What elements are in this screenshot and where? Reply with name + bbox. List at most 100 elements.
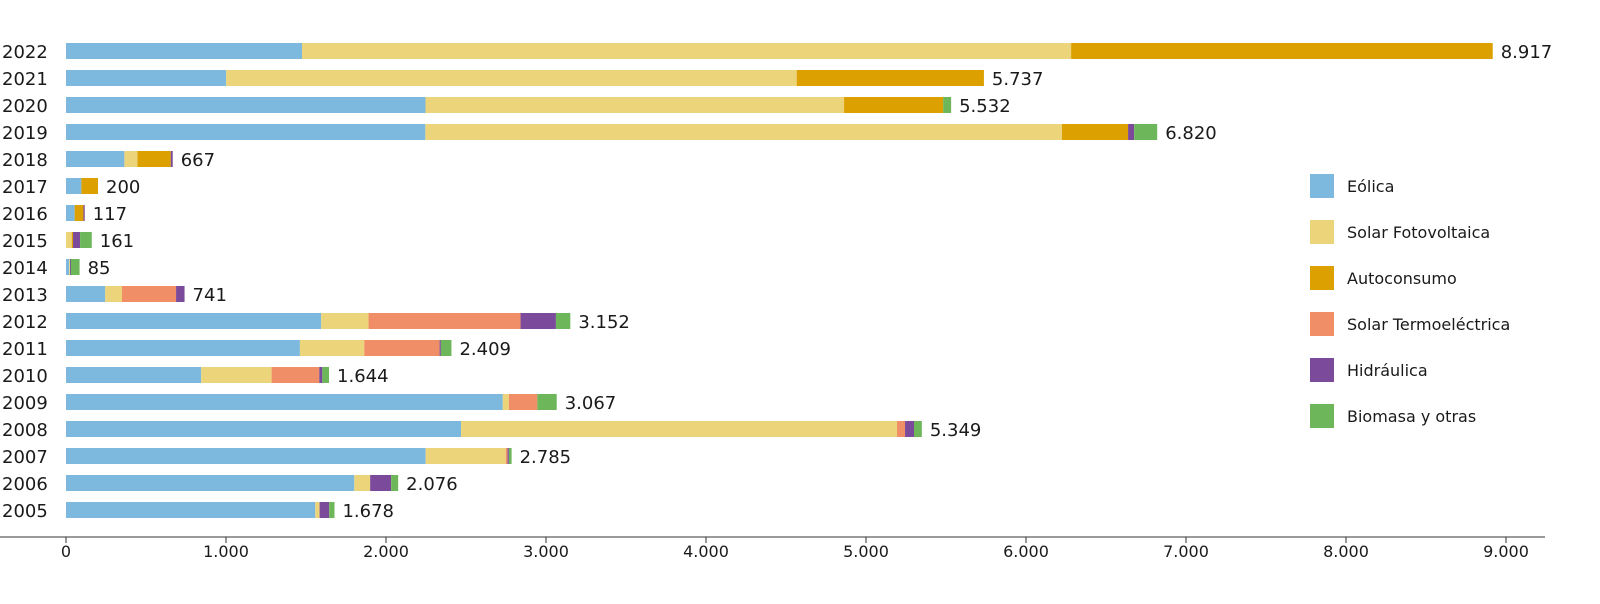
year-label: 2015 [2, 231, 48, 252]
bar-segment-eólica [66, 448, 426, 464]
year-label: 2013 [2, 285, 48, 306]
bar-segment-hidráulica [507, 448, 509, 464]
x-tick-label: 0 [61, 542, 71, 561]
total-label: 5.532 [959, 96, 1011, 117]
bars-group: 2022 8.917 2021 5.737 2020 5.532 2019 6.820 2018… [2, 42, 1552, 522]
bar-segment-solar-fotovoltaica [354, 475, 371, 491]
total-label: 2.785 [520, 447, 572, 468]
bar-segment-biomasa-y-otras [1134, 124, 1158, 140]
total-label: 85 [88, 258, 111, 279]
bar-segment-solar-termoeléctrica [364, 340, 440, 356]
bar-segment-eólica [66, 43, 302, 59]
legend-label: Eólica [1347, 177, 1394, 196]
bar-segment-eólica [66, 502, 316, 518]
year-label: 2014 [2, 258, 48, 279]
bar-segment-biomasa-y-otras [391, 475, 399, 491]
year-label: 2021 [2, 69, 48, 90]
total-label: 6.820 [1165, 123, 1217, 144]
year-label: 2022 [2, 42, 48, 63]
year-label: 2008 [2, 420, 48, 441]
legend-label: Solar Fotovoltaica [1347, 223, 1490, 242]
legend-label: Solar Termoeléctrica [1347, 315, 1510, 334]
bar-segment-eólica [66, 70, 227, 86]
bar-segment-eólica [66, 97, 426, 113]
bar-segment-eólica [66, 475, 355, 491]
x-tick-label: 2.000 [363, 542, 409, 561]
total-label: 117 [93, 204, 127, 225]
bar-segment-solar-fotovoltaica [105, 286, 122, 302]
bar-segment-hidráulica [319, 502, 330, 518]
bar-segment-solar-termoeléctrica [122, 286, 177, 302]
bar-segment-hidráulica [70, 259, 71, 275]
legend-label: Biomasa y otras [1347, 407, 1476, 426]
bar-segment-eólica [66, 394, 503, 410]
bar-segment-hidráulica [1128, 124, 1135, 140]
x-tick-label: 5.000 [843, 542, 889, 561]
bar-segment-solar-fotovoltaica [502, 394, 509, 410]
bar-segment-solar-termoeléctrica [368, 313, 521, 329]
bar-segment-eólica [66, 205, 75, 221]
bar-segment-solar-fotovoltaica [425, 124, 1062, 140]
bar-segment-solar-fotovoltaica [461, 421, 898, 437]
bar-segment-biomasa-y-otras [80, 232, 92, 248]
bar-segment-biomasa-y-otras [537, 394, 557, 410]
total-label: 1.644 [337, 366, 389, 387]
bar-segment-solar-termoeléctrica [505, 448, 508, 464]
total-label: 200 [106, 177, 140, 198]
bar-segment-autoconsumo [71, 232, 74, 248]
bar-segment-autoconsumo [844, 97, 944, 113]
total-label: 741 [193, 285, 227, 306]
year-label: 2012 [2, 312, 48, 333]
bar-segment-biomasa-y-otras [943, 97, 952, 113]
bar-segment-biomasa-y-otras [914, 421, 922, 437]
bar-segment-eólica [66, 259, 70, 275]
bar-segment-solar-termoeléctrica [508, 394, 538, 410]
legend-label: Hidráulica [1347, 361, 1428, 380]
bar-segment-hidráulica [439, 340, 441, 356]
bar-segment-autoconsumo [1062, 124, 1129, 140]
bar-segment-autoconsumo [796, 70, 984, 86]
bar-segment-biomasa-y-otras [555, 313, 571, 329]
year-label: 2019 [2, 123, 48, 144]
legend-swatch [1310, 404, 1334, 428]
legend: Eólica Solar Fotovoltaica Autoconsumo Solar… [1310, 174, 1510, 428]
bar-segment-biomasa-y-otras [440, 340, 452, 356]
bar-segment-hidráulica [73, 232, 81, 248]
year-label: 2020 [2, 96, 48, 117]
x-tick-label: 3.000 [523, 542, 569, 561]
bar-segment-solar-fotovoltaica [226, 70, 797, 86]
total-label: 2.076 [406, 474, 458, 495]
bar-segment-eólica [66, 340, 300, 356]
bar-segment-eólica [66, 286, 106, 302]
bar-segment-biomasa-y-otras [322, 367, 330, 383]
bar-segment-solar-termoeléctrica [897, 421, 906, 437]
bar-segment-eólica [66, 178, 82, 194]
legend-swatch [1310, 174, 1334, 198]
total-label: 2.409 [459, 339, 511, 360]
year-label: 2018 [2, 150, 48, 171]
bar-segment-hidráulica [170, 151, 173, 167]
legend-swatch [1310, 358, 1334, 382]
x-tick-label: 8.000 [1323, 542, 1369, 561]
bar-segment-solar-fotovoltaica [124, 151, 138, 167]
bar-segment-biomasa-y-otras [329, 502, 335, 518]
bar-segment-hidráulica [83, 205, 85, 221]
legend-swatch [1310, 312, 1334, 336]
total-label: 3.152 [578, 312, 630, 333]
total-label: 5.737 [992, 69, 1044, 90]
year-label: 2009 [2, 393, 48, 414]
bar-segment-autoconsumo [137, 151, 171, 167]
x-tick-label: 1.000 [203, 542, 249, 561]
bar-segment-hidráulica [176, 286, 185, 302]
bar-segment-biomasa-y-otras [70, 259, 80, 275]
bar-segment-eólica [66, 151, 125, 167]
total-label: 1.678 [342, 501, 394, 522]
bar-segment-solar-fotovoltaica [66, 232, 72, 248]
year-label: 2011 [2, 339, 48, 360]
bar-segment-hidráulica [905, 421, 914, 437]
total-label: 161 [100, 231, 134, 252]
total-label: 3.067 [565, 393, 617, 414]
bar-segment-hidráulica [520, 313, 556, 329]
year-label: 2017 [2, 177, 48, 198]
